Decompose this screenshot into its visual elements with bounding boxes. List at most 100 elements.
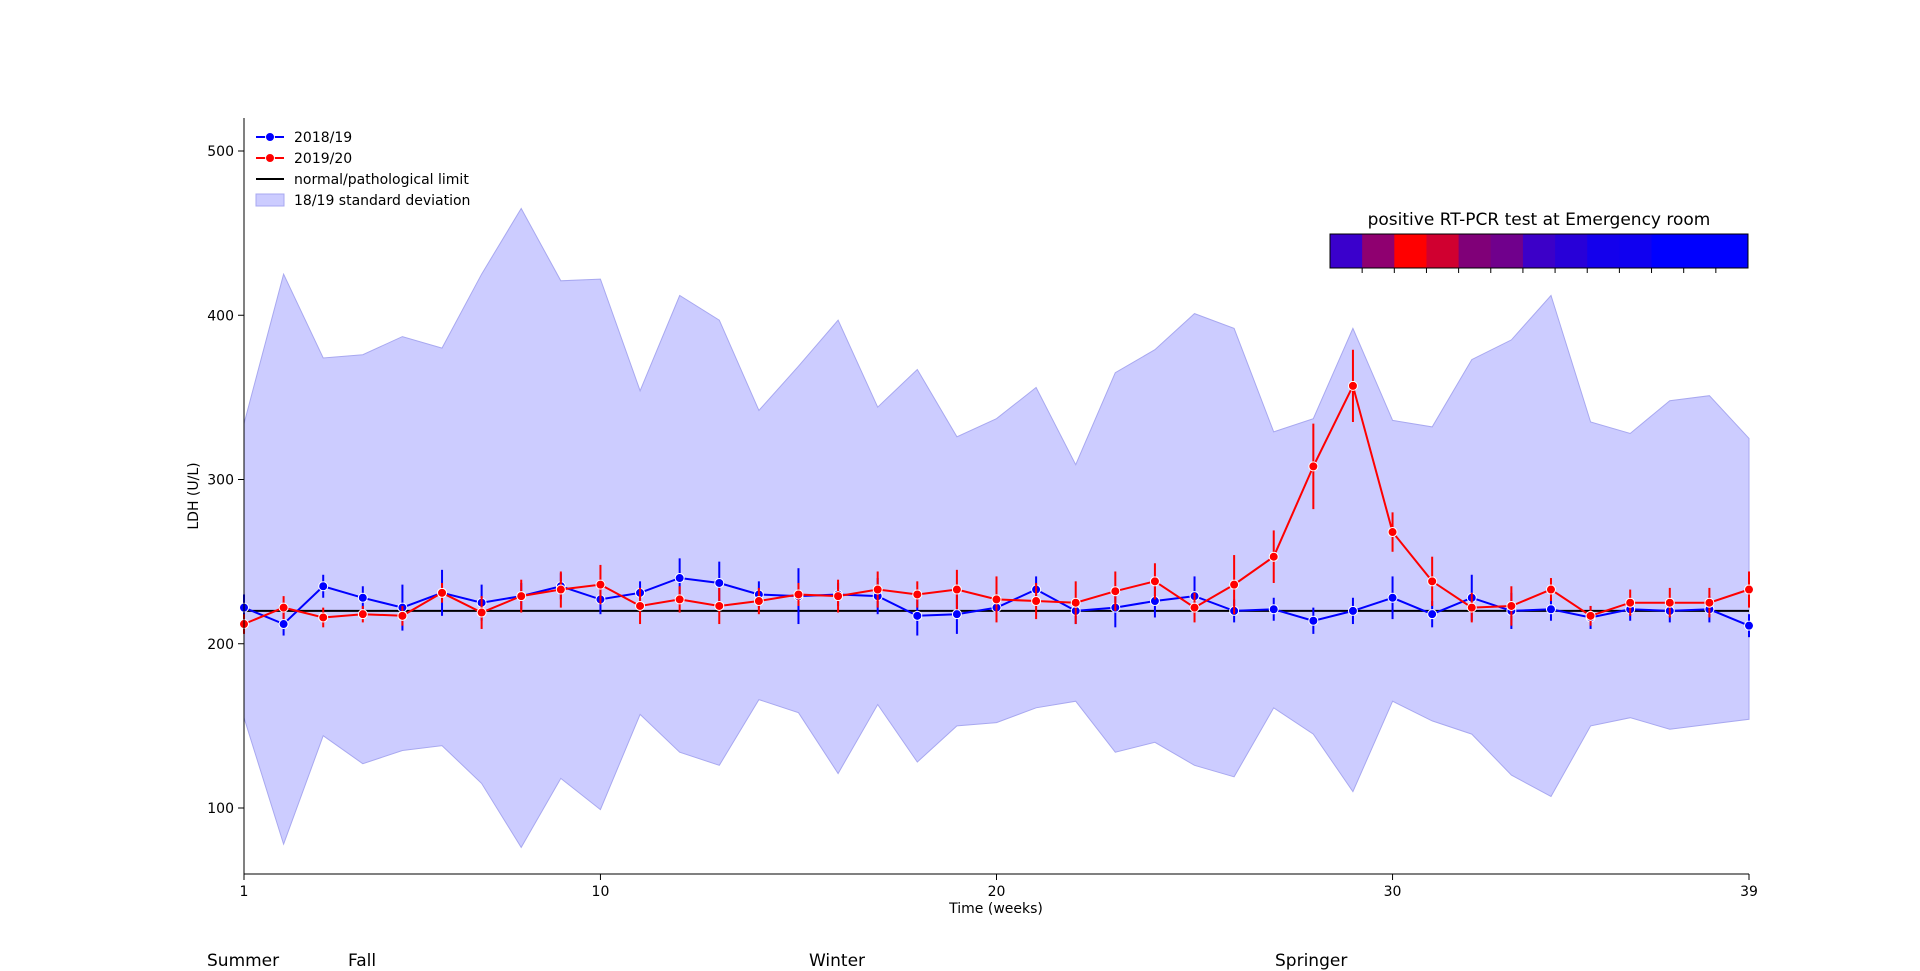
y-axis-label: LDH (U/L) <box>186 462 202 529</box>
data-point <box>1268 604 1279 615</box>
legend-label: 18/19 standard deviation <box>294 193 470 209</box>
colorbar-cell <box>1426 234 1460 268</box>
data-point <box>278 619 289 630</box>
colorbar-cell <box>1683 234 1717 268</box>
data-point <box>1427 576 1438 587</box>
x-tick-label: 1 <box>240 884 249 900</box>
data-point <box>1585 610 1596 621</box>
colorbar-cell <box>1555 234 1588 268</box>
rt-pcr-colorbar: positive RT-PCR test at Emergency room <box>1329 210 1749 273</box>
data-point <box>1189 602 1200 613</box>
data-point <box>278 602 289 613</box>
x-tick-label: 10 <box>592 884 610 900</box>
y-tick-label: 500 <box>207 144 234 160</box>
data-point <box>1229 579 1240 590</box>
legend-label: 2019/20 <box>294 151 352 167</box>
colorbar-title: positive RT-PCR test at Emergency room <box>1368 210 1711 230</box>
colorbar-cell <box>1394 234 1427 268</box>
data-point <box>872 584 883 595</box>
colorbar-cell <box>1330 234 1363 268</box>
data-point <box>1347 605 1358 616</box>
y-tick-label: 200 <box>207 637 234 653</box>
data-point <box>1625 597 1636 608</box>
data-point <box>833 591 844 602</box>
data-point <box>714 600 725 611</box>
data-point <box>793 589 804 600</box>
data-point <box>912 610 923 621</box>
data-point <box>357 609 368 620</box>
data-point <box>318 581 329 592</box>
data-point <box>1387 527 1398 538</box>
data-point <box>1149 576 1160 587</box>
legend-entry-band: 18/19 standard deviation <box>255 193 470 209</box>
data-point <box>1110 586 1121 597</box>
colorbar-cell <box>1458 234 1492 268</box>
data-point <box>437 587 448 598</box>
data-point <box>912 589 923 600</box>
legend-entry-reference: normal/pathological limit <box>256 172 469 188</box>
data-point <box>1744 584 1754 595</box>
y-tick-label: 300 <box>207 473 234 489</box>
data-point <box>555 584 566 595</box>
data-point <box>1664 597 1675 608</box>
data-point <box>1308 615 1319 626</box>
legend-label: normal/pathological limit <box>294 172 469 188</box>
data-point <box>595 579 606 590</box>
colorbar-cell <box>1522 234 1556 268</box>
data-point <box>476 607 487 618</box>
data-point <box>635 600 646 611</box>
data-point <box>1308 461 1319 472</box>
colorbar-cell <box>1362 234 1395 268</box>
data-point <box>1268 551 1279 562</box>
data-point <box>753 596 764 607</box>
data-point <box>951 609 962 620</box>
data-point <box>318 612 329 623</box>
legend-marker <box>265 132 275 142</box>
data-point <box>1466 602 1477 613</box>
data-point <box>357 592 368 603</box>
data-point <box>951 584 962 595</box>
colorbar-cell <box>1619 234 1653 268</box>
y-tick-label: 100 <box>207 801 234 817</box>
x-tick-label: 30 <box>1384 884 1402 900</box>
x-tick-label: 39 <box>1740 884 1758 900</box>
y-tick-label: 400 <box>207 308 234 324</box>
colorbar-cell <box>1490 234 1524 268</box>
data-point <box>714 577 725 588</box>
x-axis-label: Time (weeks) <box>948 901 1043 917</box>
series-1 <box>239 349 1754 634</box>
data-point <box>1070 597 1081 608</box>
std-deviation-band-layer <box>243 207 1750 849</box>
data-point <box>397 610 408 621</box>
legend-entry-0: 2018/19 <box>256 130 352 146</box>
data-point <box>674 573 685 584</box>
data-point <box>1744 620 1754 631</box>
legend: 2018/19 2019/20 normal/pathological limit 1… <box>255 130 470 209</box>
colorbar-cell <box>1651 234 1685 268</box>
legend-marker <box>265 153 275 163</box>
data-point <box>1545 604 1556 615</box>
data-point <box>1427 609 1438 620</box>
data-point <box>1545 584 1556 595</box>
season-label-winter: Winter <box>809 951 866 971</box>
colorbar-frame <box>1329 233 1749 269</box>
series-0 <box>239 558 1754 638</box>
colorbar-cell <box>1715 234 1749 268</box>
data-point <box>1506 600 1517 611</box>
season-label-fall: Fall <box>348 951 377 971</box>
colorbar-cell <box>1587 234 1620 268</box>
data-point <box>1387 592 1398 603</box>
data-point <box>1031 596 1042 607</box>
legend-label: 2018/19 <box>294 130 352 146</box>
season-label-summer: Summer <box>207 951 280 971</box>
series-layer <box>239 349 1754 638</box>
season-label-spring: Springer <box>1275 951 1348 971</box>
data-point <box>1704 597 1715 608</box>
legend-swatch <box>255 193 285 207</box>
data-point <box>674 594 685 605</box>
x-tick-label: 20 <box>988 884 1006 900</box>
axes: 100 200 300 400 500 1 10 20 30 39 <box>207 118 1758 900</box>
data-point <box>1347 380 1358 391</box>
legend-entry-1: 2019/20 <box>256 151 352 167</box>
